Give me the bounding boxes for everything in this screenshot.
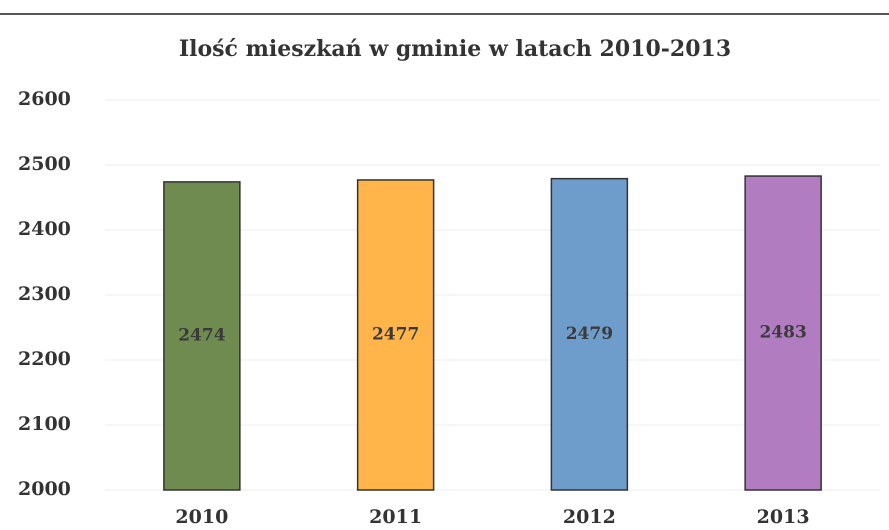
y-tick-label: 2500 [18,153,71,175]
y-tick-label: 2600 [18,88,71,110]
y-tick-label: 2300 [18,283,71,305]
y-tick-label: 2000 [18,478,71,500]
bar [550,177,629,491]
y-tick-label: 2200 [18,348,71,370]
y-tick-label: 2400 [18,218,71,240]
bar [163,181,241,491]
x-tick-label: 2013 [757,506,810,528]
bar [744,175,822,491]
data-label: 2483 [759,323,806,343]
x-tick-label: 2012 [563,506,616,528]
x-tick-label: 2011 [369,506,422,528]
data-label: 2477 [372,324,419,344]
data-label: 2474 [178,325,225,345]
chart-title: Ilość mieszkań w gminie w latach 2010-20… [179,36,731,62]
data-label: 2479 [566,324,613,344]
bar [356,179,435,491]
x-tick-label: 2010 [175,506,228,528]
y-tick-label: 2100 [18,413,71,435]
